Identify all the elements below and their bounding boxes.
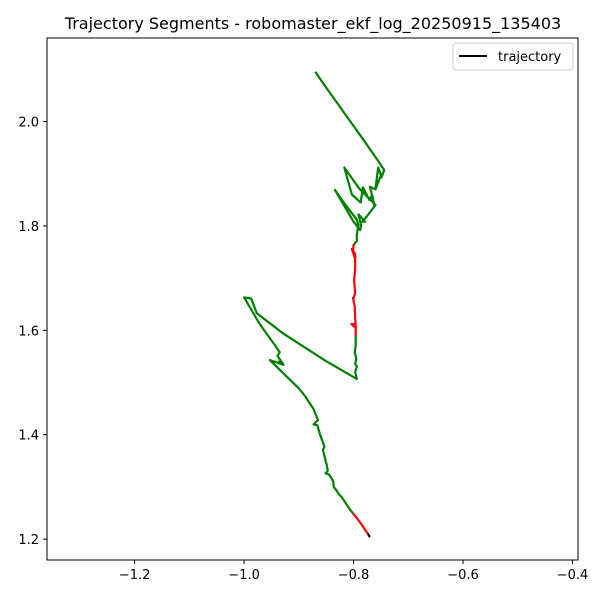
plot-frame	[46, 37, 579, 561]
y-tick-label: 2.0	[18, 116, 39, 131]
legend: trajectory	[452, 42, 574, 71]
x-tick-label: −1.0	[228, 568, 260, 583]
x-axis: −1.2 −1.0 −0.8 −0.6 −0.4	[119, 560, 589, 583]
y-tick-label: 1.6	[18, 324, 39, 339]
y-tick-label: 1.8	[18, 220, 39, 235]
trajectory-segment-red	[350, 244, 357, 338]
y-tick-label: 1.4	[18, 429, 39, 444]
legend-box	[452, 42, 574, 71]
trajectory-segment-red	[352, 512, 370, 536]
y-axis: 1.2 1.4 1.6 1.8 2.0	[18, 116, 47, 548]
trajectory-segment-black	[367, 533, 371, 538]
trajectory-segment-green	[243, 296, 358, 516]
x-tick-label: −0.6	[447, 568, 479, 583]
x-tick-label: −0.8	[338, 568, 370, 583]
legend-label: trajectory	[498, 50, 562, 65]
chart-title: Trajectory Segments - robomaster_ekf_log…	[64, 14, 561, 34]
y-tick-label: 1.2	[18, 533, 39, 548]
x-tick-label: −1.2	[119, 568, 151, 583]
plot-marks	[243, 71, 386, 538]
x-tick-label: −0.4	[557, 568, 589, 583]
trajectory-segment-green	[314, 71, 386, 247]
